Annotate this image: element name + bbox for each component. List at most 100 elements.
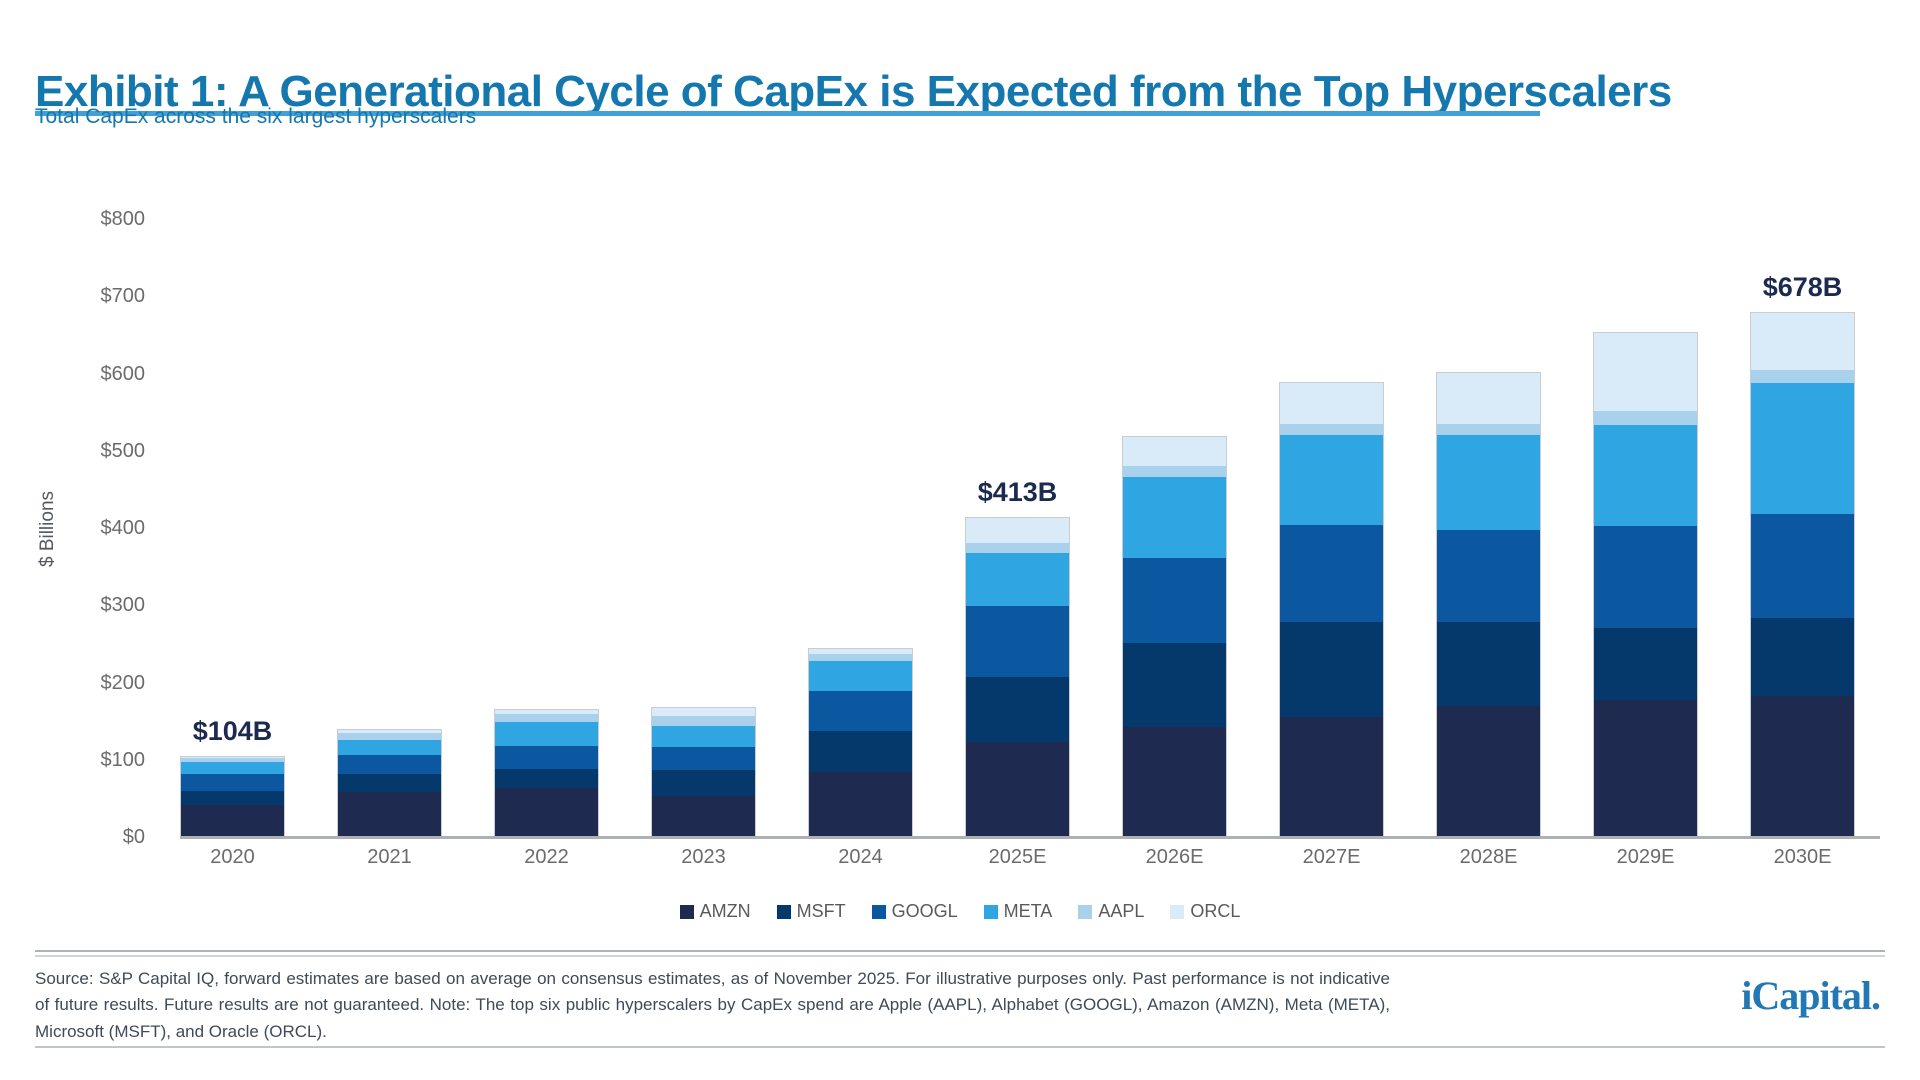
chart-subtitle: Total CapEx across the six largest hyper…	[35, 105, 477, 128]
bar-segment-MSFT	[495, 769, 598, 789]
bar-segment-GOOGL	[1280, 524, 1383, 623]
y-tick-label: $200	[100, 671, 146, 694]
bar-segment-AMZN	[1437, 706, 1540, 836]
bar-segment-MSFT	[338, 774, 441, 792]
bar-segment-GOOGL	[652, 747, 755, 771]
legend-swatch-ORCL	[1170, 904, 1185, 919]
icapital-logo: iCapital.	[1741, 973, 1881, 1018]
stacked-bar-2025E	[965, 516, 1070, 836]
bar-segment-ORCL	[181, 756, 284, 759]
bar-segment-AMZN	[809, 772, 912, 836]
total-annotation-2025E: $413B	[977, 476, 1058, 507]
bar-segment-ORCL	[1437, 372, 1540, 425]
legend-label-ORCL: ORCL	[1190, 901, 1241, 921]
legend-item-MSFT: MSFT	[776, 901, 846, 922]
bar-segment-AMZN	[495, 788, 598, 836]
bar-segment-GOOGL	[1437, 529, 1540, 623]
x-tick-label-2024: 2024	[838, 846, 883, 868]
legend-label-AAPL: AAPL	[1098, 901, 1145, 921]
stacked-bar-2026E	[1122, 435, 1227, 836]
bar-segment-MSFT	[966, 677, 1069, 743]
bar-segment-GOOGL	[966, 605, 1069, 678]
x-tick-label-2020: 2020	[210, 846, 255, 868]
x-tick-label-2029E: 2029E	[1616, 846, 1675, 868]
bar-segment-META	[1123, 476, 1226, 558]
bar-segment-AAPL	[1594, 411, 1697, 426]
bar-segment-ORCL	[966, 517, 1069, 544]
bar-segment-ORCL	[1594, 333, 1697, 412]
bar-segment-AMZN	[1280, 717, 1383, 836]
stacked-bar-2022	[494, 708, 599, 836]
legend-item-ORCL: ORCL	[1170, 901, 1240, 922]
page-title: Exhibit 1: A Generational Cycle of CapEx…	[35, 67, 1672, 117]
bar-segment-AAPL	[809, 653, 912, 661]
bar-segment-MSFT	[1123, 643, 1226, 727]
y-tick-label: $400	[100, 517, 146, 539]
stacked-bar-2030E	[1750, 312, 1855, 836]
bar-segment-AMZN	[1751, 695, 1854, 836]
bar-segment-MSFT	[1594, 627, 1697, 701]
stacked-bar-2021	[337, 728, 442, 836]
stacked-bar-2023	[651, 706, 756, 837]
bar-segment-META	[495, 721, 598, 747]
bar-segment-GOOGL	[1123, 557, 1226, 644]
y-tick-label: $700	[100, 285, 146, 308]
y-tick-label: $0	[122, 826, 145, 848]
chart-legend: AMZN MSFT GOOGL META AAPL ORCL	[0, 901, 1920, 922]
bar-segment-AAPL	[1751, 370, 1854, 384]
x-axis-line	[180, 836, 1880, 839]
bar-segment-AAPL	[338, 732, 441, 741]
bar-segment-MSFT	[1751, 617, 1854, 696]
bar-segment-ORCL	[1751, 313, 1854, 371]
legend-label-GOOGL: GOOGL	[891, 901, 958, 921]
bar-segment-ORCL	[1280, 382, 1383, 424]
bar-segment-GOOGL	[338, 754, 441, 774]
total-annotation-2020: $104B	[192, 715, 273, 746]
stacked-bar-2028E	[1436, 371, 1541, 836]
y-tick-label: $500	[100, 439, 146, 462]
bar-segment-GOOGL	[495, 746, 598, 770]
legend-swatch-AMZN	[679, 904, 694, 919]
x-tick-label-2027E: 2027E	[1302, 846, 1361, 868]
legend-label-MSFT: MSFT	[796, 901, 846, 921]
legend-item-GOOGL: GOOGL	[871, 901, 958, 922]
bar-segment-ORCL	[495, 709, 598, 715]
bar-segment-META	[1751, 383, 1854, 514]
x-tick-label-2025E: 2025E	[988, 846, 1047, 868]
title-underline	[35, 111, 1540, 116]
legend-item-AAPL: AAPL	[1078, 901, 1144, 922]
bar-segment-GOOGL	[1594, 526, 1697, 628]
x-tick-label-2028E: 2028E	[1459, 846, 1518, 868]
capex-stacked-bar-chart: $ Billions $0 $100 $200 $300 $400 $500 $600 $70…	[0, 208, 1920, 922]
footer-divider-bottom	[35, 1046, 1885, 1048]
bar-segment-AAPL	[652, 716, 755, 726]
bar-segment-AMZN	[1594, 700, 1697, 836]
bar-segment-META	[1594, 425, 1697, 527]
bar-segment-ORCL	[809, 648, 912, 654]
legend-label-META: META	[1003, 901, 1053, 921]
bar-segment-META	[1437, 435, 1540, 530]
bar-segment-AMZN	[652, 796, 755, 837]
bar-segment-AAPL	[495, 714, 598, 722]
bar-segment-GOOGL	[1751, 513, 1854, 618]
bar-segment-MSFT	[652, 770, 755, 797]
y-tick-label: $300	[100, 594, 146, 617]
bar-segment-AAPL	[966, 543, 1069, 554]
bar-segment-META	[181, 762, 284, 775]
legend-label-AMZN: AMZN	[699, 901, 751, 921]
y-tick-label: $100	[100, 748, 146, 771]
bar-segment-AAPL	[181, 758, 284, 762]
bar-segment-MSFT	[181, 790, 284, 806]
bar-segment-META	[809, 660, 912, 691]
bar-segment-GOOGL	[181, 774, 284, 791]
bar-segment-AMZN	[338, 791, 441, 836]
stacked-bar-2027E	[1279, 381, 1384, 836]
bar-segment-AAPL	[1280, 423, 1383, 436]
bar-segment-META	[966, 553, 1069, 606]
x-tick-label-2026E: 2026E	[1145, 846, 1204, 868]
stacked-bar-2024	[808, 647, 913, 836]
x-tick-label-2021: 2021	[367, 846, 412, 868]
bar-segment-AMZN	[966, 742, 1069, 836]
stacked-bar-2020	[180, 755, 285, 836]
